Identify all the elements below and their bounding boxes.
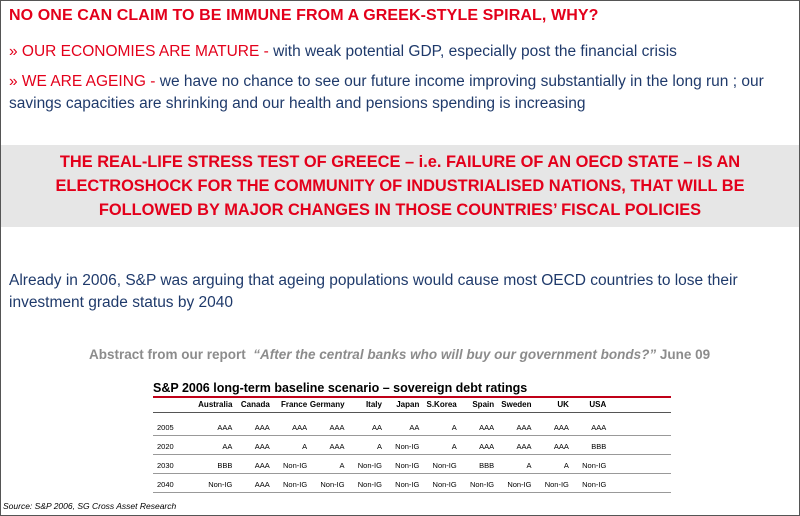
column-header: Germany <box>309 400 345 409</box>
rating-cell: Non-IG <box>395 461 420 470</box>
rating-cell: AAA <box>479 442 495 451</box>
source-note: Source: S&P 2006, SG Cross Asset Researc… <box>3 501 177 511</box>
rating-cell: A <box>451 423 457 432</box>
rating-cell: AAA <box>254 461 270 470</box>
bullet-ageing: » WE ARE AGEING - we have no chance to s… <box>9 71 789 115</box>
table-title: S&P 2006 long-term baseline scenario – s… <box>153 381 528 395</box>
table-row: 2030 BBB AAA Non-IG A Non-IG Non-IG Non-IG BBB A A… <box>153 455 671 474</box>
column-header: Italy <box>365 400 382 409</box>
table-row: 2040 Non-IG AAA Non-IG Non-IG Non-IG Non-IG Non… <box>153 474 671 493</box>
rating-cell: Non-IG <box>395 442 420 451</box>
rating-cell: AAA <box>329 442 345 451</box>
rating-cell: AAA <box>553 442 569 451</box>
rating-cell: BBB <box>591 442 607 451</box>
column-header: UK <box>557 400 569 409</box>
rating-cell: AAA <box>329 423 345 432</box>
bullet-lead: » WE ARE AGEING - <box>9 73 156 90</box>
rating-cell: A <box>339 461 345 470</box>
slide-title: NO ONE CAN CLAIM TO BE IMMUNE FROM A GRE… <box>9 7 599 24</box>
rating-cell: A <box>302 442 308 451</box>
rating-cell: Non-IG <box>432 461 457 470</box>
bullet-text: with weak potential GDP, especially post… <box>268 43 677 60</box>
rating-cell: BBB <box>479 461 495 470</box>
rating-cell: AA <box>409 423 420 432</box>
rating-cell: A <box>563 461 569 470</box>
rating-cell: AAA <box>516 423 532 432</box>
bullet-mature-economies: » OUR ECONOMIES ARE MATURE - with weak p… <box>9 41 789 63</box>
sp-paragraph: Already in 2006, S&P was arguing that ag… <box>9 272 738 311</box>
table-top-rule <box>153 396 671 398</box>
report-abstract: Abstract from our report “After the cent… <box>89 347 710 362</box>
rating-cell: AAA <box>254 442 270 451</box>
column-header: Spain <box>472 400 495 409</box>
rating-cell: AA <box>371 423 382 432</box>
row-year: 2020 <box>157 442 174 451</box>
column-header: Sweden <box>501 400 532 409</box>
table-header: Australia Canada France Germany Italy Japan S.… <box>153 398 671 413</box>
row-year: 2030 <box>157 461 174 470</box>
rating-cell: Non-IG <box>582 480 607 489</box>
column-header: Australia <box>198 400 233 409</box>
column-header: France <box>280 400 308 409</box>
rating-cell: Non-IG <box>208 480 233 489</box>
highlight-banner: THE REAL-LIFE STRESS TEST OF GREECE – i.… <box>1 145 799 227</box>
ratings-table: S&P 2006 long-term baseline scenario – s… <box>153 381 671 493</box>
bullet-text: we have no chance to see our future inco… <box>9 73 764 112</box>
banner-text: THE REAL-LIFE STRESS TEST OF GREECE – i.… <box>55 153 745 219</box>
rating-cell: A <box>376 442 382 451</box>
rating-cell: AAA <box>254 480 270 489</box>
rating-cell: Non-IG <box>507 480 532 489</box>
rating-cell: A <box>526 461 532 470</box>
rating-cell: AAA <box>217 423 233 432</box>
rating-cell: AA <box>222 442 233 451</box>
rating-cell: AAA <box>254 423 270 432</box>
rating-cell: AAA <box>553 423 569 432</box>
rating-cell: Non-IG <box>282 480 308 489</box>
rating-cell: Non-IG <box>357 480 382 489</box>
rating-cell: AAA <box>516 442 532 451</box>
rating-cell: Non-IG <box>320 480 345 489</box>
bullet-lead: » OUR ECONOMIES ARE MATURE - <box>9 43 269 60</box>
column-header: S.Korea <box>426 400 457 409</box>
rating-cell: Non-IG <box>582 461 607 470</box>
table-row: 2020 AA AAA A AAA A Non-IG A AAA AAA AAA BBB <box>153 436 671 455</box>
rating-cell: AAA <box>292 423 308 432</box>
rating-cell: Non-IG <box>357 461 382 470</box>
rating-cell: Non-IG <box>395 480 420 489</box>
rating-cell: AAA <box>479 423 495 432</box>
column-header: Japan <box>396 400 420 409</box>
table-row: 2005 AAA AAA AAA AAA AA AA A AAA AAA AAA AAA <box>153 417 671 436</box>
column-header: USA <box>589 400 607 409</box>
header-year-cell <box>153 398 197 412</box>
rating-cell: BBB <box>217 461 233 470</box>
rating-cell: Non-IG <box>282 461 308 470</box>
abstract-quote: “After the central banks who will buy ou… <box>253 347 657 362</box>
rating-cell: Non-IG <box>469 480 495 489</box>
rating-cell: AAA <box>591 423 607 432</box>
abstract-prefix: Abstract from our report <box>89 347 246 362</box>
rating-cell: Non-IG <box>544 480 569 489</box>
table-body: 2005 AAA AAA AAA AAA AA AA A AAA AAA AAA AAA 2020 AA A… <box>153 417 671 493</box>
row-year: 2005 <box>157 423 174 432</box>
rating-cell: Non-IG <box>432 480 457 489</box>
column-header: Canada <box>240 400 270 409</box>
rating-cell: A <box>451 442 457 451</box>
abstract-suffix: June 09 <box>656 347 711 362</box>
row-year: 2040 <box>157 480 174 489</box>
